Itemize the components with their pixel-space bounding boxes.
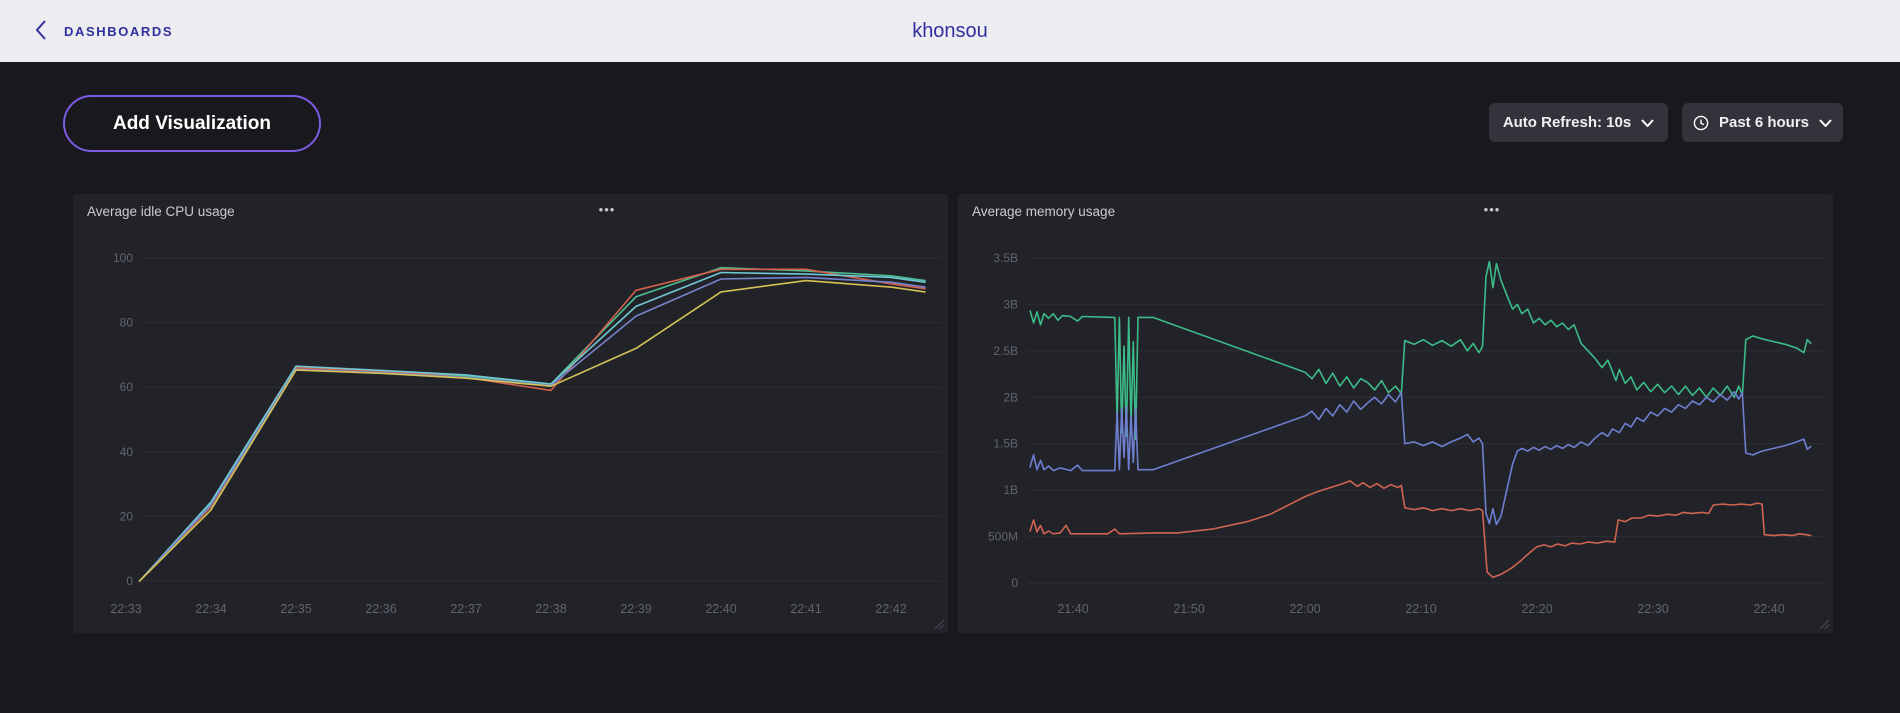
y-axis-label: 2.5B <box>993 344 1018 358</box>
y-axis-label: 3.5B <box>993 251 1018 265</box>
x-axis-label: 22:40 <box>1753 602 1784 616</box>
resize-grip-icon[interactable] <box>1817 617 1830 630</box>
clock-icon <box>1693 115 1709 131</box>
panel-menu-ellipsis-icon[interactable]: ••• <box>1474 196 1510 222</box>
breadcrumb-dashboards[interactable]: DASHBOARDS <box>64 23 174 39</box>
panel-average-memory-usage: 0 500M 1B 1.5B 2B 2.5B 3B 3.5B 21:40 21:50 22:00 22… <box>958 194 1833 633</box>
y-axis-label: 0 <box>126 574 133 588</box>
x-axis-label: 22:39 <box>620 602 651 616</box>
x-axis-label: 22:35 <box>280 602 311 616</box>
cpu-chart-canvas[interactable]: 0 20 40 60 80 100 22:33 22:34 22:35 22:36 22:37 22:… <box>73 194 948 633</box>
time-range-dropdown[interactable]: Past 6 hours <box>1682 103 1843 142</box>
x-axis-label: 22:37 <box>450 602 481 616</box>
panel-title: Average idle CPU usage <box>87 204 235 219</box>
page-title: khonsou <box>912 19 988 42</box>
panel-menu-ellipsis-icon[interactable]: ••• <box>589 196 625 222</box>
cpu-series-yellow <box>138 279 926 582</box>
panel-average-idle-cpu-usage: 0 20 40 60 80 100 22:33 22:34 22:35 22:36 22:37 22:… <box>73 194 948 633</box>
y-axis-label: 0 <box>1011 576 1018 590</box>
y-axis-label: 1B <box>1003 483 1018 497</box>
x-axis-label: 22:10 <box>1405 602 1436 616</box>
mem-series-red <box>1029 480 1812 579</box>
chevron-down-icon <box>1819 118 1832 127</box>
y-axis-label: 100 <box>113 251 133 265</box>
auto-refresh-dropdown[interactable]: Auto Refresh: 10s <box>1489 103 1668 142</box>
y-axis-label: 1.5B <box>993 437 1018 451</box>
cpu-series-green <box>138 266 926 582</box>
y-axis-label: 20 <box>120 509 134 523</box>
add-visualization-button[interactable]: Add Visualization <box>63 95 321 152</box>
x-axis-label: 22:00 <box>1289 602 1320 616</box>
y-axis-label: 2B <box>1003 390 1018 404</box>
auto-refresh-label: Auto Refresh: 10s <box>1502 114 1632 131</box>
x-axis-label: 21:40 <box>1057 602 1088 616</box>
x-axis-label: 22:20 <box>1521 602 1552 616</box>
back-button[interactable] <box>24 14 58 48</box>
panel-title: Average memory usage <box>972 204 1116 219</box>
resize-grip-icon[interactable] <box>932 617 945 630</box>
x-axis-label: 22:40 <box>705 602 736 616</box>
cpu-series-cyan <box>138 271 926 582</box>
x-axis-label: 22:41 <box>790 602 821 616</box>
y-axis-label: 3B <box>1003 297 1018 311</box>
time-range-label: Past 6 hours <box>1718 114 1810 131</box>
cpu-series-red <box>138 268 926 582</box>
x-axis-label: 22:42 <box>875 602 906 616</box>
y-axis-label: 80 <box>120 316 134 330</box>
x-axis-label: 22:38 <box>535 602 566 616</box>
y-axis-label: 60 <box>120 380 134 394</box>
x-axis-label: 21:50 <box>1173 602 1204 616</box>
chevron-left-icon <box>33 18 49 45</box>
y-axis-label: 500M <box>988 530 1018 544</box>
x-axis-label: 22:34 <box>195 602 226 616</box>
x-axis-label: 22:36 <box>365 602 396 616</box>
x-axis-label: 22:30 <box>1637 602 1668 616</box>
mem-series-blue <box>1029 390 1812 526</box>
x-axis-label: 22:33 <box>110 602 141 616</box>
chevron-down-icon <box>1641 118 1654 127</box>
top-bar: DASHBOARDS khonsou <box>0 0 1900 62</box>
y-axis-label: 40 <box>120 445 134 459</box>
memory-chart-canvas[interactable]: 0 500M 1B 1.5B 2B 2.5B 3B 3.5B 21:40 21:50 22:00 22… <box>958 194 1833 633</box>
